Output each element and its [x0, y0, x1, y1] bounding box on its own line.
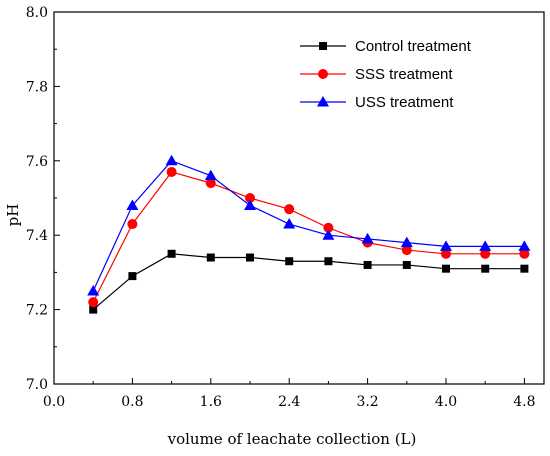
- plot-frame: [53, 11, 545, 385]
- data-point: [206, 253, 215, 262]
- legend-item: Control treatment: [300, 38, 472, 55]
- data-point: [518, 240, 531, 251]
- axes: [53, 11, 545, 385]
- series-line: [92, 253, 525, 311]
- y-tick-label: 7.2: [26, 303, 48, 319]
- series-line: [92, 160, 525, 292]
- x-tick-label: 4.0: [435, 394, 457, 410]
- data-point: [244, 199, 256, 210]
- data-point: [322, 229, 335, 240]
- data-point: [128, 272, 137, 281]
- legend-item: SSS treatment: [300, 66, 453, 83]
- series-line: [92, 171, 525, 303]
- data-point: [441, 248, 451, 259]
- series-layer: [87, 154, 531, 314]
- x-tick-label: 0.0: [43, 394, 65, 410]
- data-point: [87, 285, 100, 296]
- legend-label: USS treatment: [355, 94, 454, 111]
- data-point: [246, 253, 254, 262]
- legend-label: Control treatment: [355, 38, 472, 55]
- legend-label: SSS treatment: [355, 66, 453, 83]
- data-point: [519, 248, 530, 259]
- x-tick-label: 0.8: [121, 394, 143, 410]
- x-axis-title: volume of leachate collection (L): [167, 430, 417, 448]
- y-tick-label: 7.0: [26, 377, 48, 393]
- data-point: [204, 169, 217, 181]
- data-point: [479, 240, 492, 251]
- data-point: [442, 264, 450, 273]
- y-tick-label: 7.6: [26, 154, 48, 170]
- legend-item: USS treatment: [300, 94, 454, 111]
- series-circle: [88, 166, 530, 308]
- data-point: [167, 249, 176, 258]
- data-point: [126, 199, 139, 210]
- data-point: [285, 257, 294, 266]
- data-point: [520, 264, 529, 273]
- y-axis-title: pH: [4, 204, 22, 227]
- legend-marker: [317, 96, 329, 107]
- series-square: [89, 249, 529, 314]
- legend-marker: [319, 42, 327, 50]
- data-point: [401, 245, 412, 256]
- y-tick-label: 8.0: [26, 5, 48, 21]
- data-point: [88, 297, 99, 308]
- y-tick-label: 7.8: [26, 79, 48, 95]
- y-axis-ticks: 7.0 7.2 7.4 7.6 7.8 8.0: [26, 5, 60, 393]
- data-point: [205, 178, 216, 189]
- data-point: [127, 219, 138, 230]
- legend: Control treatment SSS treatment USS treatm…: [300, 38, 472, 111]
- data-point: [361, 232, 374, 244]
- data-point: [363, 260, 372, 269]
- data-point: [283, 218, 296, 229]
- data-point: [480, 248, 491, 259]
- data-point: [402, 260, 411, 269]
- data-point: [440, 240, 452, 251]
- legend-marker: [318, 69, 328, 79]
- data-point: [245, 193, 255, 203]
- data-point: [323, 222, 334, 233]
- x-tick-label: 3.2: [356, 394, 378, 410]
- data-point: [284, 204, 295, 215]
- data-point: [324, 257, 333, 266]
- x-tick-label: 2.4: [278, 394, 300, 410]
- data-point: [481, 264, 490, 273]
- data-point: [400, 236, 413, 248]
- x-axis-ticks: 0.0 0.8 1.6 2.4 3.2 4.0 4.8: [43, 378, 536, 410]
- data-point: [166, 166, 177, 177]
- data-point: [165, 154, 178, 166]
- x-tick-label: 1.6: [200, 394, 222, 410]
- x-tick-label: 4.8: [513, 394, 535, 410]
- y-tick-label: 7.4: [26, 228, 48, 244]
- series-triangle: [87, 154, 531, 296]
- data-point: [89, 305, 98, 314]
